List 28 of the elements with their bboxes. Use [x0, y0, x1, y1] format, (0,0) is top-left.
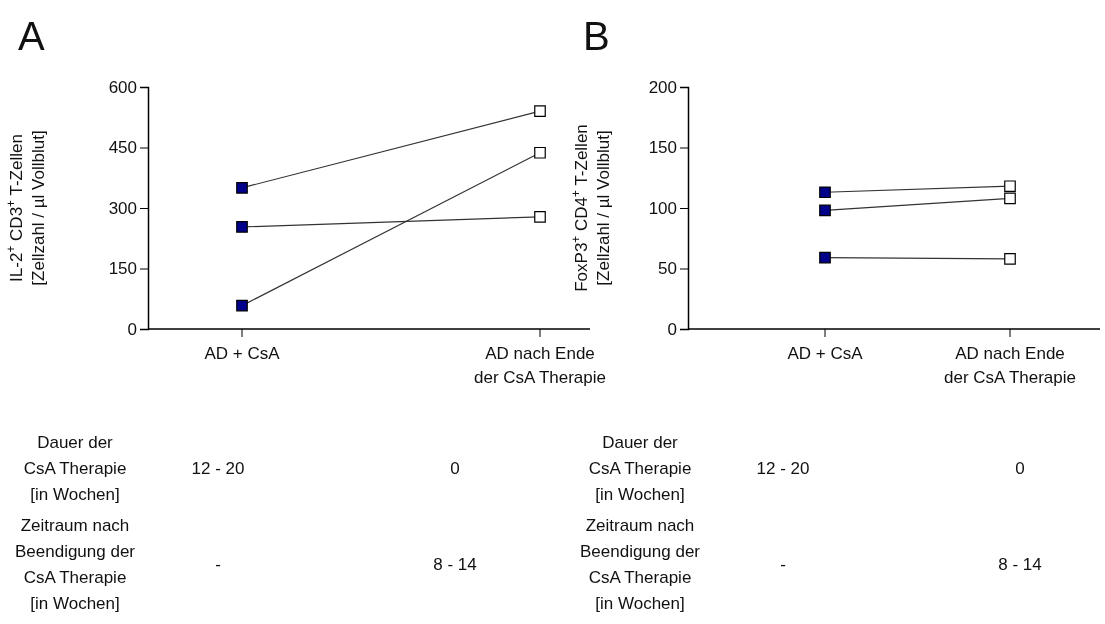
- text: Zeitraum nach Beendigung der CsA Therapie [in Wochen]: [579, 516, 701, 613]
- y-tick-label: 600: [108, 77, 137, 97]
- text: 12 - 20: [191, 459, 245, 478]
- text: -: [215, 555, 221, 574]
- y-tick-label: 150: [108, 259, 137, 279]
- text: Zeitraum nach Beendigung der CsA Therapie [in Wochen]: [14, 516, 136, 613]
- text: Dauer der CsA Therapie [in Wochen]: [588, 433, 692, 504]
- text: Dauer der CsA Therapie [in Wochen]: [23, 433, 127, 504]
- text: 8 - 14: [998, 555, 1042, 574]
- x-tick-label: AD nach Ende der CsA Therapie: [474, 344, 606, 387]
- y-tick-label: 100: [648, 198, 677, 218]
- y-tick-label: 450: [108, 138, 137, 158]
- text: 8 - 14: [433, 555, 477, 574]
- text: 12 - 20: [756, 459, 810, 478]
- x-tick-label: AD nach Ende der CsA Therapie: [944, 344, 1076, 387]
- text: 0: [1015, 459, 1025, 478]
- chart-title: A: [18, 14, 45, 58]
- x-tick-label: AD + CsA: [204, 344, 281, 363]
- y-tick-label: 50: [658, 259, 677, 279]
- text: -: [780, 555, 786, 574]
- x-tick-label: AD + CsA: [787, 344, 864, 363]
- y-tick-label: 0: [667, 319, 677, 339]
- y-tick-label: 150: [648, 138, 677, 158]
- y-tick-label: 0: [127, 319, 137, 339]
- text: 0: [450, 459, 460, 478]
- y-tick-label: 200: [648, 77, 677, 97]
- chart-title: B: [583, 14, 610, 58]
- y-tick-label: 300: [108, 198, 137, 218]
